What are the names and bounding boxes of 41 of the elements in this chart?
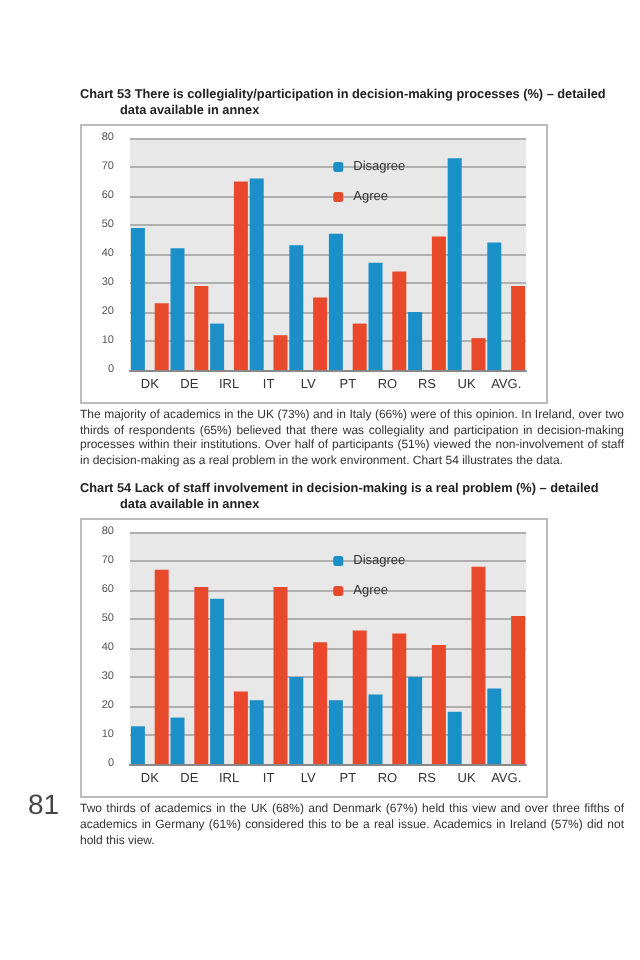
bar <box>154 570 169 765</box>
bar <box>487 689 502 765</box>
bar <box>328 233 343 370</box>
bar <box>273 335 288 370</box>
bar <box>313 642 328 765</box>
bar <box>471 338 486 370</box>
bar <box>249 700 264 765</box>
bar <box>154 303 169 370</box>
bar <box>368 262 383 370</box>
bar <box>352 323 367 370</box>
bar <box>408 677 423 765</box>
bar <box>233 181 248 370</box>
bar <box>170 248 185 370</box>
bar <box>471 567 486 765</box>
bar <box>352 631 367 765</box>
bar <box>249 178 264 370</box>
bar <box>392 634 407 765</box>
bar <box>313 297 328 370</box>
bar <box>408 312 423 370</box>
bar <box>447 158 462 370</box>
bar <box>210 599 225 765</box>
bar <box>194 285 209 370</box>
bar <box>289 677 304 765</box>
bar <box>194 587 209 765</box>
text: 81 <box>28 788 60 821</box>
bar <box>170 718 185 765</box>
bar <box>392 271 407 370</box>
bar <box>511 285 526 370</box>
bar <box>210 323 225 370</box>
bar <box>431 645 446 765</box>
bar <box>368 695 383 765</box>
bar <box>289 245 304 370</box>
bar <box>511 616 526 765</box>
bar <box>487 242 502 370</box>
bar <box>233 692 248 765</box>
bar <box>273 587 288 765</box>
bar <box>328 700 343 765</box>
bar <box>130 727 145 765</box>
bar <box>130 227 145 370</box>
bar <box>431 236 446 370</box>
bar <box>447 712 462 765</box>
